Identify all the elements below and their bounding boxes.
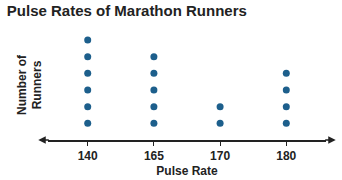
svg-text:Pulse Rate: Pulse Rate xyxy=(156,164,218,178)
svg-text:140: 140 xyxy=(78,149,98,163)
svg-text:Pulse Rates of Marathon Runner: Pulse Rates of Marathon Runners xyxy=(7,2,247,19)
svg-text:180: 180 xyxy=(276,149,296,163)
svg-text:165: 165 xyxy=(144,149,164,163)
svg-text:170: 170 xyxy=(210,149,230,163)
svg-text:Number ofRunners: Number ofRunners xyxy=(15,54,45,115)
